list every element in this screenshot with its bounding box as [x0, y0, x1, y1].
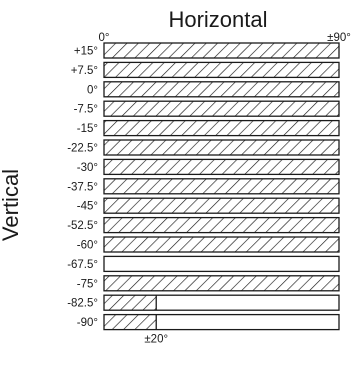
row-frame [103, 294, 340, 311]
row-bar-hatch [104, 81, 339, 97]
row-bar-hatch [104, 62, 339, 78]
row-frame [103, 313, 340, 331]
row-tick-label: -30° [77, 162, 98, 174]
row-tick-label: +15° [74, 46, 98, 58]
row-tick-label: -15° [77, 123, 98, 135]
annotation-label: ±20° [144, 334, 168, 346]
row-frame [103, 139, 340, 156]
row-frame [103, 100, 340, 117]
row-frame [103, 255, 340, 273]
row-tick-label: -60° [77, 240, 98, 252]
row-tick-label: -52.5° [67, 220, 98, 232]
row-tick-label: -45° [77, 201, 98, 213]
row-bar-hatch [104, 120, 339, 136]
row-frame [103, 158, 340, 176]
row-bar-hatch [104, 237, 339, 252]
row-tick-label: -67.5° [67, 259, 98, 271]
row-tick-label: -7.5° [74, 104, 98, 116]
row-frame [103, 61, 340, 79]
row-bar-hatch [104, 198, 339, 214]
row-tick-label: -37.5° [67, 181, 98, 193]
coverage-rows: +15° +7.5° 0° -7.5° -15° -22.5° -30° -37.5° -45°… [67, 42, 340, 331]
row-bar-hatch [104, 140, 339, 155]
row-bar-hatch [104, 217, 339, 233]
row-frame [103, 178, 340, 195]
x-axis-max-label: ±90° [327, 32, 351, 44]
row-frame [103, 236, 340, 253]
row-frame [103, 42, 340, 59]
row-bar-hatch [104, 178, 339, 194]
y-axis-label: Vertical [0, 169, 23, 241]
row-tick-label: -90° [77, 317, 98, 329]
row-frame [103, 197, 340, 214]
row-frame [103, 81, 340, 98]
row-tick-label: +7.5° [71, 65, 98, 77]
row-bar-hatch [104, 295, 157, 311]
annotations: ±20° [144, 334, 168, 346]
row-bar-hatch [104, 275, 339, 291]
x-axis-min-label: 0° [99, 32, 110, 44]
row-frame [103, 275, 340, 292]
diagram-title: Horizontal [168, 7, 267, 32]
row-tick-label: -75° [77, 278, 98, 290]
row-bar-hatch [104, 101, 339, 117]
row-bar-hatch [104, 43, 339, 58]
row-tick-label: -22.5° [67, 143, 98, 155]
row-tick-label: -82.5° [67, 298, 98, 310]
row-frame [103, 216, 340, 234]
row-frame [103, 119, 340, 137]
row-tick-label: 0° [87, 84, 98, 96]
row-bar-hatch [104, 159, 339, 175]
row-bar-hatch [104, 314, 157, 330]
